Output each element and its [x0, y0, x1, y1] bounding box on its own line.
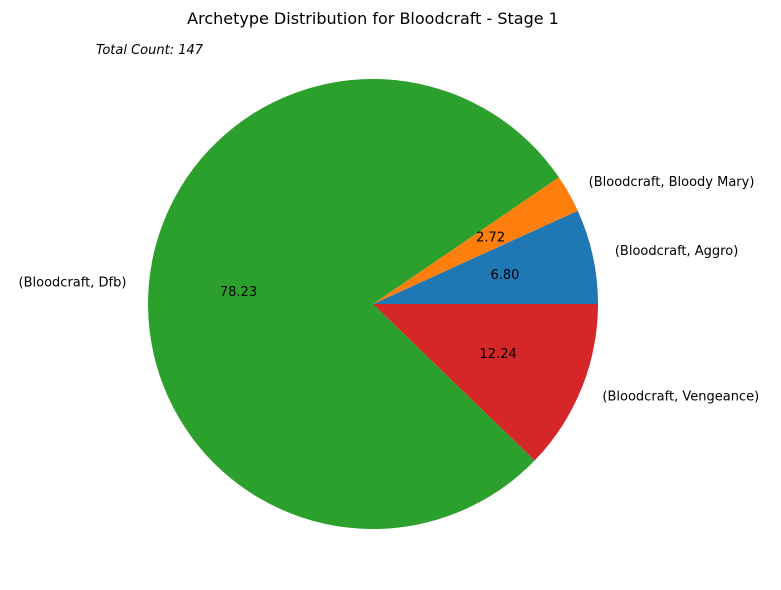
slice-label: (Bloodcraft, Vengeance) [602, 389, 759, 404]
slice-percentages: 6.80 2.72 78.23 12.24 [220, 230, 520, 362]
slice-percentage: 78.23 [220, 285, 257, 300]
slice-label: (Bloodcraft, Dfb) [19, 275, 127, 290]
slice-label: (Bloodcraft, Bloody Mary) [589, 175, 755, 190]
pie-slice [373, 177, 578, 304]
slice-percentage: 2.72 [476, 230, 505, 245]
pie-slice [373, 304, 598, 461]
pie-slice [373, 210, 598, 304]
total-count-annotation: Total Count: 147 [96, 43, 204, 58]
chart-title: Archetype Distribution for Bloodcraft - … [187, 9, 559, 28]
slice-percentage: 12.24 [480, 347, 517, 362]
pie-slice [148, 79, 559, 530]
slice-labels: (Bloodcraft, Aggro) (Bloodcraft, Bloody M… [19, 175, 760, 404]
slice-percentage: 6.80 [490, 268, 519, 283]
pie-slices [148, 79, 598, 530]
slice-label: (Bloodcraft, Aggro) [615, 244, 738, 259]
